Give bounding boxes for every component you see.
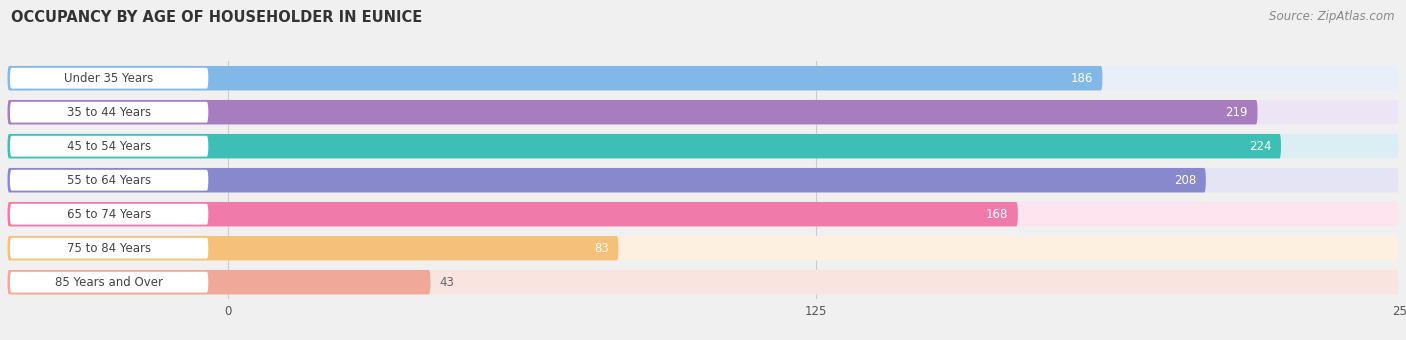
Text: Source: ZipAtlas.com: Source: ZipAtlas.com: [1270, 10, 1395, 23]
FancyBboxPatch shape: [7, 270, 1399, 294]
Text: 43: 43: [440, 276, 454, 289]
FancyBboxPatch shape: [7, 202, 1399, 226]
FancyBboxPatch shape: [10, 68, 208, 89]
FancyBboxPatch shape: [10, 136, 208, 157]
FancyBboxPatch shape: [10, 170, 208, 191]
FancyBboxPatch shape: [7, 236, 619, 260]
Text: 186: 186: [1070, 72, 1092, 85]
FancyBboxPatch shape: [7, 66, 1399, 90]
FancyBboxPatch shape: [10, 238, 208, 259]
FancyBboxPatch shape: [7, 100, 1257, 124]
FancyBboxPatch shape: [7, 134, 1281, 158]
Text: 75 to 84 Years: 75 to 84 Years: [67, 242, 152, 255]
FancyBboxPatch shape: [7, 168, 1399, 192]
Text: 219: 219: [1226, 106, 1249, 119]
Text: 55 to 64 Years: 55 to 64 Years: [67, 174, 152, 187]
Text: OCCUPANCY BY AGE OF HOUSEHOLDER IN EUNICE: OCCUPANCY BY AGE OF HOUSEHOLDER IN EUNIC…: [11, 10, 422, 25]
Text: Under 35 Years: Under 35 Years: [65, 72, 153, 85]
FancyBboxPatch shape: [10, 272, 208, 293]
Text: 168: 168: [986, 208, 1008, 221]
FancyBboxPatch shape: [7, 236, 1399, 260]
Text: 35 to 44 Years: 35 to 44 Years: [67, 106, 152, 119]
FancyBboxPatch shape: [10, 102, 208, 123]
FancyBboxPatch shape: [10, 204, 208, 225]
FancyBboxPatch shape: [7, 168, 1206, 192]
FancyBboxPatch shape: [7, 66, 1102, 90]
Text: 83: 83: [595, 242, 609, 255]
FancyBboxPatch shape: [7, 100, 1399, 124]
Text: 208: 208: [1174, 174, 1197, 187]
Text: 45 to 54 Years: 45 to 54 Years: [67, 140, 152, 153]
FancyBboxPatch shape: [7, 134, 1399, 158]
Text: 65 to 74 Years: 65 to 74 Years: [67, 208, 152, 221]
Text: 224: 224: [1249, 140, 1271, 153]
FancyBboxPatch shape: [7, 202, 1018, 226]
FancyBboxPatch shape: [7, 270, 430, 294]
Text: 85 Years and Over: 85 Years and Over: [55, 276, 163, 289]
